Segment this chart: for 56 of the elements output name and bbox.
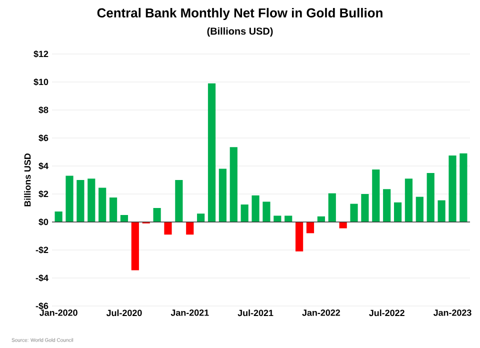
y-tick-label: $10 xyxy=(34,78,48,86)
x-tick-label: Jan-2021 xyxy=(170,310,209,316)
bar xyxy=(164,222,172,235)
bar xyxy=(361,194,369,222)
bar xyxy=(416,196,424,222)
bar xyxy=(230,147,238,222)
bar xyxy=(350,204,358,222)
bar xyxy=(426,173,434,222)
x-tick-label: Jul-2022 xyxy=(369,310,404,316)
bar xyxy=(109,198,118,222)
y-tick-label: $0 xyxy=(38,218,48,226)
bar xyxy=(88,178,96,222)
y-tick-label: $2 xyxy=(38,190,48,198)
bar xyxy=(153,208,161,222)
bar xyxy=(120,215,128,222)
y-axis-title: Billions USD xyxy=(24,153,31,206)
bar xyxy=(296,222,304,252)
bar xyxy=(54,212,62,222)
y-tick-label: -$2 xyxy=(36,246,48,254)
bar xyxy=(448,156,456,222)
bar xyxy=(262,202,270,222)
y-tick-label: -$4 xyxy=(36,274,48,282)
y-tick-label: $6 xyxy=(38,134,48,142)
bar xyxy=(328,193,336,222)
bar xyxy=(372,170,380,222)
bar xyxy=(460,153,468,222)
bar xyxy=(218,168,227,222)
x-tick-label: Jan-2020 xyxy=(40,310,78,316)
bar xyxy=(197,214,205,222)
bar xyxy=(175,180,183,222)
bar xyxy=(404,178,413,222)
chart-subtitle: (Billions USD) xyxy=(207,27,273,37)
bar xyxy=(98,188,106,222)
y-tick-label: -$6 xyxy=(36,302,48,310)
x-tick-label: Jul-2021 xyxy=(238,310,274,316)
bar xyxy=(274,216,282,222)
bar xyxy=(284,216,292,222)
bar xyxy=(76,180,84,222)
bar xyxy=(131,222,139,270)
x-tick-label: Jan-2022 xyxy=(302,310,340,316)
bar xyxy=(383,189,391,222)
chart-title: Central Bank Monthly Net Flow in Gold Bullion xyxy=(97,8,382,20)
bar xyxy=(339,222,347,228)
y-tick-label: $4 xyxy=(38,162,48,170)
bar xyxy=(240,204,248,222)
x-tick-label: Jan-2023 xyxy=(433,310,472,316)
y-tick-label: $8 xyxy=(38,106,48,114)
bar xyxy=(306,222,314,234)
bar xyxy=(252,195,260,222)
bar xyxy=(66,176,74,222)
bar xyxy=(186,222,194,235)
x-tick-label: Jul-2020 xyxy=(106,310,142,316)
bar xyxy=(438,200,446,222)
bar xyxy=(208,83,216,222)
y-tick-label: $12 xyxy=(34,50,48,58)
bar xyxy=(394,202,402,222)
